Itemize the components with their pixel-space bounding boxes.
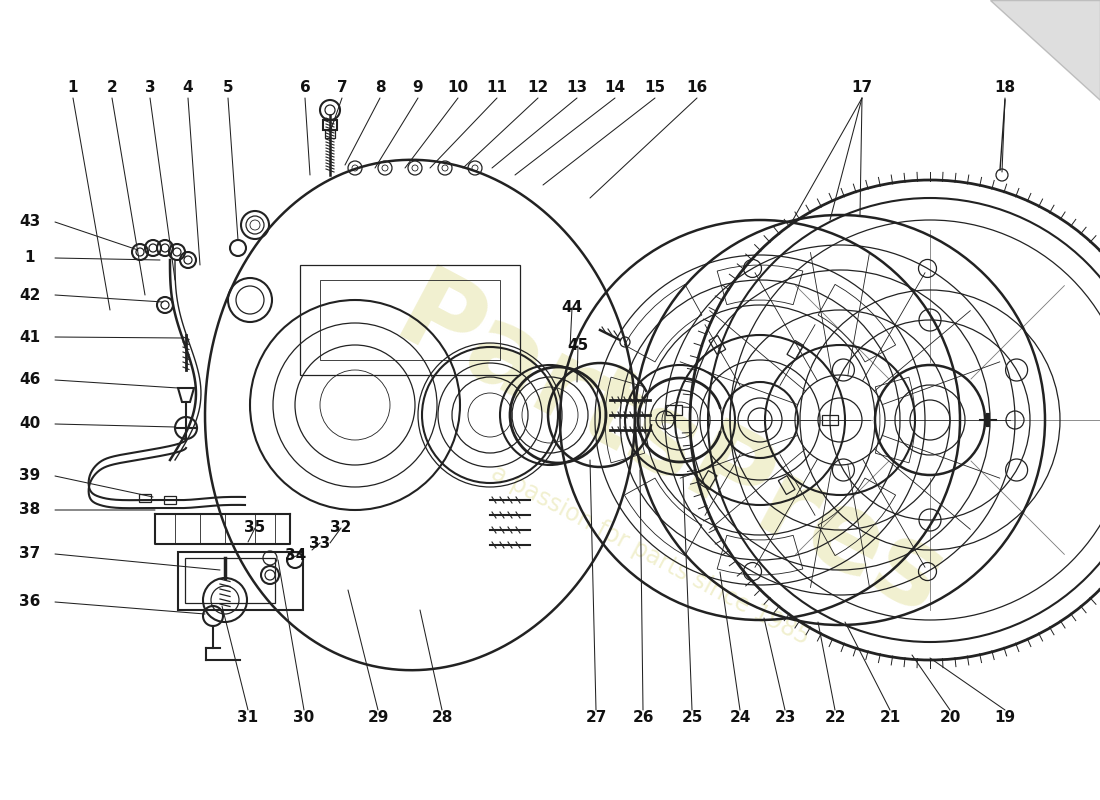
Text: 31: 31 [238, 710, 258, 726]
Bar [710, 335, 726, 354]
Text: 35: 35 [244, 521, 265, 535]
Text: 6: 6 [299, 81, 310, 95]
Text: 1: 1 [68, 81, 78, 95]
Text: 9: 9 [412, 81, 424, 95]
Text: 15: 15 [645, 81, 665, 95]
Text: 18: 18 [994, 81, 1015, 95]
Text: 46: 46 [20, 373, 41, 387]
Bar [139, 494, 151, 502]
Text: 26: 26 [632, 710, 653, 726]
Text: 36: 36 [20, 594, 41, 610]
Polygon shape [990, 0, 1100, 100]
Text: 8: 8 [375, 81, 385, 95]
Bar [178, 552, 303, 610]
Text: 32: 32 [330, 521, 352, 535]
Text: 17: 17 [851, 81, 872, 95]
Text: 2: 2 [107, 81, 118, 95]
Text: 10: 10 [448, 81, 469, 95]
Text: 38: 38 [20, 502, 41, 518]
Text: 14: 14 [604, 81, 626, 95]
Bar [822, 415, 838, 425]
Text: 24: 24 [729, 710, 750, 726]
Bar [164, 496, 176, 504]
Bar [666, 405, 682, 415]
Bar [185, 558, 275, 603]
Text: 42: 42 [20, 287, 41, 302]
Text: 21: 21 [879, 710, 901, 726]
Text: 34: 34 [285, 549, 307, 563]
Text: 16: 16 [686, 81, 707, 95]
Bar [779, 476, 795, 494]
Text: 41: 41 [20, 330, 41, 345]
Text: 5: 5 [222, 81, 233, 95]
Text: 3: 3 [145, 81, 155, 95]
Text: 19: 19 [994, 710, 1015, 726]
Text: 23: 23 [774, 710, 795, 726]
Text: 44: 44 [561, 301, 583, 315]
Text: 13: 13 [566, 81, 587, 95]
Text: 4: 4 [183, 81, 194, 95]
Text: 1: 1 [24, 250, 35, 266]
Text: 22: 22 [824, 710, 846, 726]
Text: a passion for parts since 1985: a passion for parts since 1985 [486, 461, 813, 650]
Text: 30: 30 [294, 710, 315, 726]
Text: 39: 39 [20, 469, 41, 483]
Text: 12: 12 [527, 81, 549, 95]
Text: 37: 37 [20, 546, 41, 562]
Text: 29: 29 [367, 710, 388, 726]
Bar [324, 130, 336, 138]
Text: 7: 7 [337, 81, 348, 95]
Bar [701, 470, 717, 490]
Text: 40: 40 [20, 417, 41, 431]
Bar [786, 341, 804, 359]
Text: 25: 25 [681, 710, 703, 726]
Text: 11: 11 [486, 81, 507, 95]
Text: PartsPres: PartsPres [377, 261, 962, 639]
Text: 27: 27 [585, 710, 607, 726]
Text: 28: 28 [431, 710, 453, 726]
Text: 45: 45 [568, 338, 588, 354]
Text: 33: 33 [309, 535, 331, 550]
Text: 20: 20 [939, 710, 960, 726]
Text: 43: 43 [20, 214, 41, 230]
Bar [323, 120, 337, 130]
